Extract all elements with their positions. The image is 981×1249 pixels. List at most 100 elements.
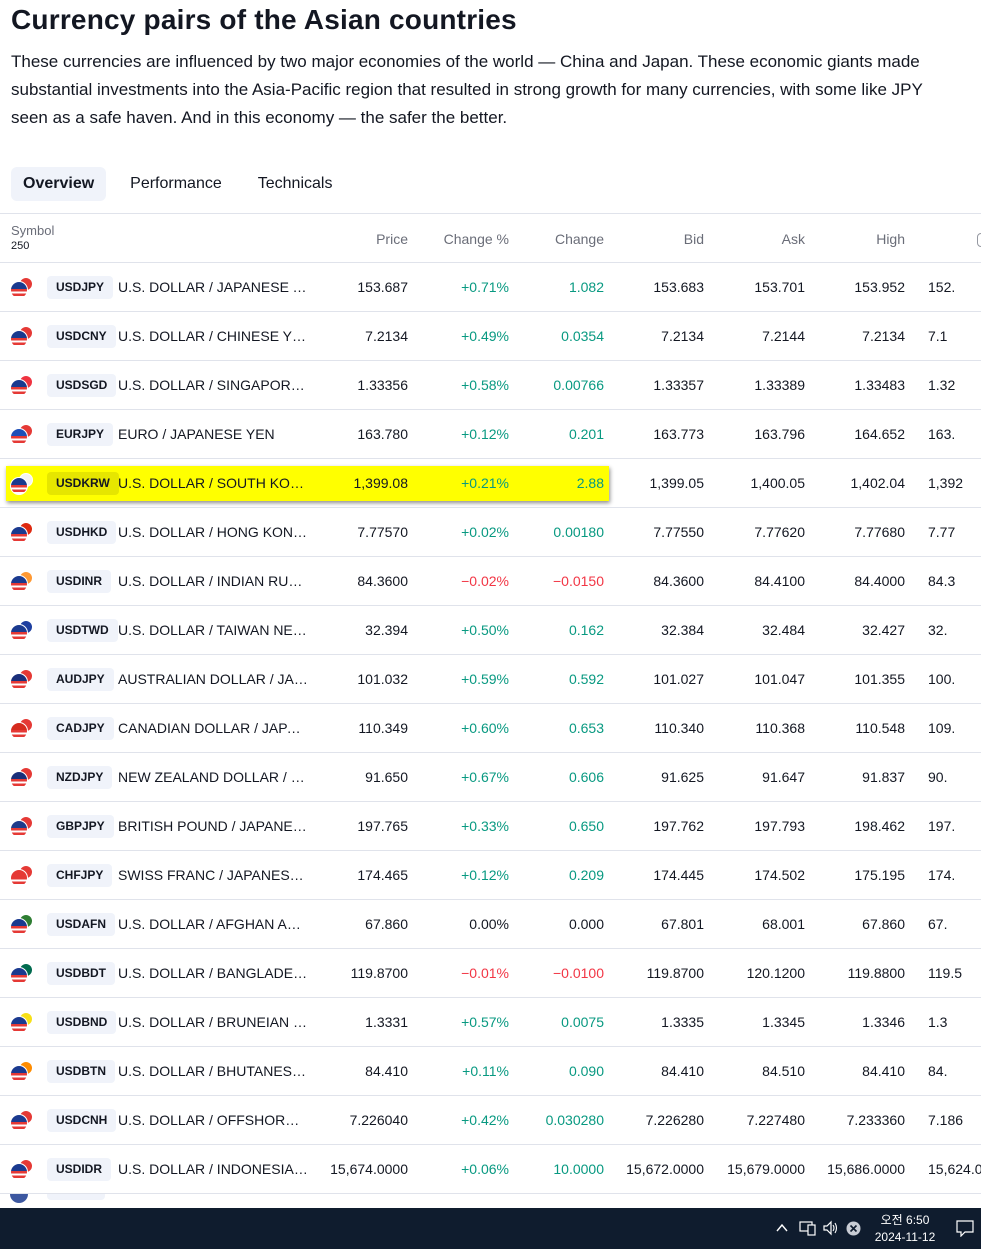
cell-change-pct: +0.33% [461,818,509,834]
pair-description[interactable]: BRITISH POUND / JAPANESE YEN [118,818,308,834]
tab-performance[interactable]: Performance [130,175,222,192]
table-row[interactable]: NZDJPY NEW ZEALAND DOLLAR / JAPANESE YEN 9… [0,753,981,802]
ticker-badge[interactable]: USDHKD [47,521,117,544]
ticker-badge[interactable]: USDBTN [47,1060,115,1083]
header-change-pct[interactable]: Change % [443,231,509,247]
pair-description[interactable]: U.S. DOLLAR / JAPANESE YEN [118,279,308,295]
tab-technicals[interactable]: Technicals [257,175,333,192]
cell-change: 0.209 [568,867,604,883]
close-circle-icon[interactable] [846,1221,861,1236]
cell-bid: 1.3335 [661,1014,704,1030]
pair-description[interactable]: U.S. DOLLAR / CHINESE YUAN [118,328,308,344]
volume-icon[interactable] [822,1220,840,1236]
ticker-badge[interactable]: EURJPY [47,423,114,446]
tab-overview[interactable]: Overview [11,167,107,201]
pair-description[interactable]: U.S. DOLLAR / INDIAN RUPEE [118,573,308,589]
ticker-badge[interactable]: USDBND [47,1011,117,1034]
header-change[interactable]: Change [554,231,604,247]
flag-icon [10,277,33,299]
ticker-badge[interactable]: NZDJPY [47,766,113,789]
cell-price: 153.687 [357,279,408,295]
ticker-badge[interactable]: USDIDR [47,1158,112,1181]
pair-description[interactable]: U.S. DOLLAR / BHUTANESE NGULTRUM [118,1063,308,1079]
table-row[interactable]: USDINR U.S. DOLLAR / INDIAN RUPEE 84.3600 −… [0,557,981,606]
ticker-badge[interactable]: USDCNH [47,1109,117,1132]
pair-description[interactable]: NEW ZEALAND DOLLAR / JAPANESE YEN [118,769,308,785]
cell-low: 7.1 [928,328,948,344]
cell-low: 67. [928,916,948,932]
pair-description[interactable]: SWISS FRANC / JAPANESE YEN [118,867,308,883]
cell-price: 32.394 [365,622,408,638]
header-symbol[interactable]: Symbol [11,223,55,238]
header-bid[interactable]: Bid [683,231,704,247]
notification-icon[interactable] [956,1219,974,1237]
cell-ask: 84.4100 [754,573,805,589]
cell-ask: 120.1200 [746,965,805,981]
pair-description[interactable]: U.S. DOLLAR / BRUNEIAN DOLLAR [118,1014,308,1030]
table-row[interactable]: USDCNY U.S. DOLLAR / CHINESE YUAN 7.2134 +0… [0,312,981,361]
table-row[interactable]: USDIDR U.S. DOLLAR / INDONESIAN RUPIAH 15,… [0,1145,981,1194]
cell-low: 15,624.0 [928,1161,981,1177]
pair-description[interactable]: U.S. DOLLAR / AFGHAN AFGHANI [118,916,308,932]
pair-description[interactable]: U.S. DOLLAR / SINGAPORE DOLLAR [118,377,308,393]
table-row[interactable]: CHFJPY SWISS FRANC / JAPANESE YEN 174.465 +… [0,851,981,900]
cell-change: 0.162 [568,622,604,638]
ticker-badge[interactable]: CHFJPY [47,864,113,887]
cell-low: 174. [928,867,956,883]
cell-bid: 153.683 [653,279,704,295]
ticker-badge[interactable]: USDSGD [47,374,117,397]
pair-description[interactable]: EURO / JAPANESE YEN [118,426,275,442]
flag-icon [10,375,33,397]
pair-description[interactable]: U.S. DOLLAR / HONG KONG DOLLAR [118,524,308,540]
pair-description[interactable]: U.S. DOLLAR / TAIWAN NEW DOLLAR [118,622,308,638]
ticker-badge[interactable]: USDTWD [47,619,118,642]
pair-description[interactable]: AUSTRALIAN DOLLAR / JAPANESE YEN [118,671,308,687]
ticker-badge[interactable]: USDBDT [47,962,115,985]
chevron-up-icon[interactable] [776,1223,788,1232]
table-row[interactable]: USDJPY U.S. DOLLAR / JAPANESE YEN 153.687 +… [0,263,981,312]
header-price[interactable]: Price [376,231,408,247]
pair-description[interactable]: U.S. DOLLAR / SOUTH KOREAN WON [118,475,308,491]
ticker-badge[interactable]: USDJPY [47,276,114,299]
header-low-cut[interactable] [977,233,981,247]
ticker-badge[interactable]: USDKRW [47,472,119,495]
ticker-badge[interactable]: CADJPY [47,717,114,740]
ticker-badge[interactable]: AUDJPY [47,668,114,691]
cell-change-pct: +0.60% [461,720,509,736]
cell-bid: 84.410 [661,1063,704,1079]
partial-row [0,1194,981,1208]
windows-taskbar: 오전 6:50 2024-11-12 [0,1208,981,1249]
flag-icon [10,914,33,936]
cell-high: 7.2134 [862,328,905,344]
cell-price: 110.349 [358,720,408,736]
system-clock[interactable]: 오전 6:50 2024-11-12 [868,1212,942,1246]
header-high[interactable]: High [876,231,905,247]
ticker-badge[interactable]: USDAFN [47,913,115,936]
header-ask[interactable]: Ask [781,231,805,247]
ticker-badge[interactable]: USDCNY [47,325,116,348]
cell-low: 7.77 [928,524,956,540]
ticker-badge[interactable]: USDINR [47,570,112,593]
cell-bid: 84.3600 [653,573,704,589]
pair-description[interactable]: U.S. DOLLAR / BANGLADESHI TAKA [118,965,308,981]
ticker-badge[interactable]: GBPJPY [47,815,114,838]
network-icon[interactable] [799,1220,817,1236]
pair-description[interactable]: U.S. DOLLAR / OFFSHORE CHINESE YUAN [118,1112,308,1128]
pair-description[interactable]: CANADIAN DOLLAR / JAPANESE YEN [118,720,308,736]
cell-ask: 153.701 [754,279,805,295]
cell-low: 100. [928,671,956,687]
pair-description[interactable]: U.S. DOLLAR / INDONESIAN RUPIAH [118,1161,308,1177]
table-row[interactable]: EURJPY EURO / JAPANESE YEN 163.780 +0.12% 0.… [0,410,981,459]
